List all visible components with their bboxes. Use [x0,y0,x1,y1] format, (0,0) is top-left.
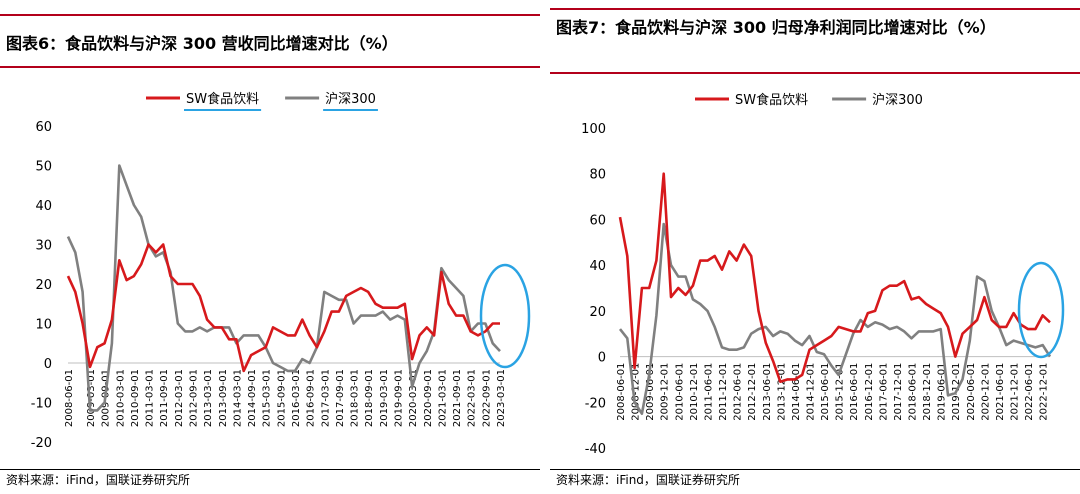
x-tick-label: 2009-03-01 [86,369,97,427]
x-tick-label: 2017-12-01 [893,363,904,421]
y-tick-label: 20 [35,278,52,293]
x-tick-label: 2013-03-01 [203,369,214,427]
x-tick-label: 2017-09-01 [335,369,346,427]
series-line-hs300 [66,164,501,412]
x-tick-label: 2010-03-01 [115,369,126,427]
x-tick-label: 2018-03-01 [350,369,361,427]
x-tick-label: 2011-06-01 [703,363,714,421]
y-tick-label: 60 [35,120,52,135]
y-tick-label: 0 [44,357,52,372]
highlight-circle [1017,261,1065,359]
x-tick-label: 2021-06-01 [995,363,1006,421]
x-tick-label: 2019-09-01 [393,369,404,427]
legend-label-hs300: 沪深300 [872,92,923,108]
x-tick-label: 2013-06-01 [762,363,773,421]
series-line-food [618,172,1051,383]
source-rule [550,469,1080,470]
y-tick-label: -10 [31,397,52,412]
y-tick-label: 30 [35,239,52,254]
x-tick-label: 2016-12-01 [864,363,875,421]
x-tick-label: 2009-12-01 [660,363,671,421]
x-tick-label: 2015-06-01 [820,363,831,421]
source-note: 资料来源：iFind，国联证券研究所 [556,473,740,487]
x-tick-label: 2020-12-01 [980,363,991,421]
x-tick-label: 2015-03-01 [262,369,273,427]
x-tick-label: 2021-09-01 [452,369,463,427]
x-tick-label: 2014-09-01 [247,369,258,427]
source-note: 资料来源：iFind，国联证券研究所 [6,473,190,487]
x-tick-label: 2016-03-01 [291,369,302,427]
x-tick-label: 2011-09-01 [159,369,170,427]
x-tick-label: 2022-12-01 [1039,363,1050,421]
x-tick-label: 2022-03-01 [467,369,478,427]
y-tick-label: -20 [585,396,606,411]
y-tick-label: 0 [598,351,606,366]
x-tick-label: 2017-03-01 [320,369,331,427]
y-tick-label: -20 [31,436,52,451]
title-top-rule [0,14,540,16]
legend-label-hs300: 沪深300 [325,91,376,107]
legend-label-food: SW食品饮料 [735,92,808,108]
title-bottom-rule [550,72,1080,74]
x-tick-label: 2011-03-01 [145,369,156,427]
x-tick-label: 2008-06-01 [616,363,627,421]
x-tick-label: 2016-09-01 [306,369,317,427]
x-tick-label: 2012-09-01 [188,369,199,427]
highlight-circle [479,263,531,369]
x-tick-label: 2008-06-01 [64,369,75,427]
x-tick-label: 2014-03-01 [232,369,243,427]
x-tick-label: 2017-06-01 [878,363,889,421]
x-tick-label: 2019-06-01 [937,363,948,421]
y-tick-label: 80 [589,168,606,183]
x-tick-label: 2013-09-01 [218,369,229,427]
y-tick-label: 20 [589,305,606,320]
revenue-growth-chart: -20 -10 0 10 20 30 40 50 60 2008-06-01 2009-03-01 2… [31,91,531,451]
x-tick-label: 2013-12-01 [776,363,787,421]
x-tick-label: 2018-09-01 [364,369,375,427]
y-tick-label: 40 [589,259,606,274]
source-rule [0,469,540,470]
x-tick-label: 2011-12-01 [718,363,729,421]
series-line-hs300 [618,222,1052,415]
x-tick-label: 2020-03-01 [408,369,419,427]
x-tick-label: 2010-06-01 [674,363,685,421]
y-tick-label: 100 [581,122,606,137]
series-line-food [66,243,500,373]
x-tick-label: 2022-09-01 [481,369,492,427]
x-tick-label: 2020-09-01 [423,369,434,427]
x-tick-label: 2022-06-01 [1024,363,1035,421]
x-tick-label: 2023-03-01 [496,369,507,427]
x-tick-label: 2012-06-01 [733,363,744,421]
x-tick-label: 2010-09-01 [130,369,141,427]
chart-title: 图表6：食品饮料与沪深 300 营收同比增速对比（%） [6,34,398,53]
x-tick-label: 2009-06-01 [645,363,656,421]
chart-panel-profit: 图表7：食品饮料与沪深 300 归母净利润同比增速对比（%） -40 -20 0 20… [550,0,1080,494]
chart-title: 图表7：食品饮料与沪深 300 归母净利润同比增速对比（%） [556,18,996,37]
title-bottom-rule [0,66,540,68]
y-tick-label: 60 [589,213,606,228]
x-tick-label: 2018-12-01 [922,363,933,421]
y-tick-label: 10 [35,318,52,333]
x-tick-label: 2012-12-01 [747,363,758,421]
x-tick-label: 2008-12-01 [631,363,642,421]
x-tick-label: 2015-09-01 [276,369,287,427]
x-tick-label: 2012-03-01 [174,369,185,427]
y-tick-label: -40 [585,442,606,457]
x-tick-label: 2010-12-01 [689,363,700,421]
y-tick-label: 50 [35,160,52,175]
title-top-rule [550,8,1080,10]
x-tick-label: 2021-03-01 [437,369,448,427]
x-tick-label: 2020-06-01 [966,363,977,421]
y-tick-label: 40 [35,199,52,214]
chart-panel-revenue: 图表6：食品饮料与沪深 300 营收同比增速对比（%） -20 -10 0 10 20 3… [0,14,540,487]
x-tick-label: 2018-06-01 [908,363,919,421]
x-tick-label: 2014-06-01 [791,363,802,421]
x-tick-label: 2016-06-01 [849,363,860,421]
x-tick-label: 2014-12-01 [805,363,816,421]
x-tick-label: 2019-03-01 [379,369,390,427]
x-tick-label: 2015-12-01 [835,363,846,421]
legend-label-food: SW食品饮料 [186,91,259,107]
x-tick-label: 2021-12-01 [1010,363,1021,421]
